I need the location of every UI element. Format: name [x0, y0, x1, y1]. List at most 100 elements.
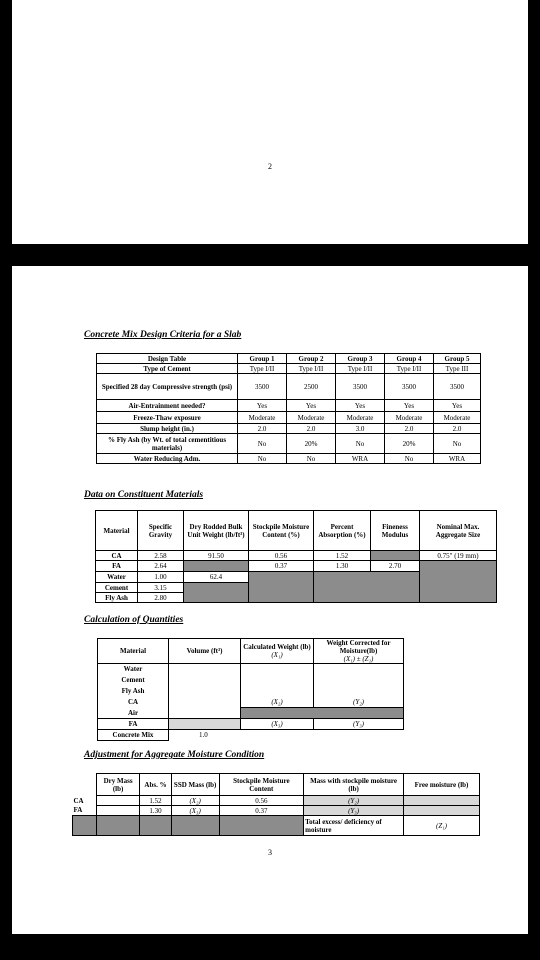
cell: 2.70 [370, 560, 420, 572]
cell: 1.30 [139, 805, 172, 816]
header-stockpile-moisture: Stockpile Moisture Content [218, 773, 305, 796]
cell: 62.4 [183, 571, 249, 583]
shaded-cell [402, 795, 481, 806]
material-fa: FA [95, 560, 138, 572]
cell: Type I/II [335, 363, 385, 374]
fa-corrected: (Y₃) [313, 718, 404, 730]
material-fa: FA [97, 718, 169, 730]
empty-cell [241, 730, 314, 741]
header-bulk-weight: Dry Rodded Bulk Unit Weight (lb/ft³) [183, 510, 249, 551]
cell [240, 663, 314, 675]
ca-corrected: (Y₂) [313, 696, 404, 708]
header-dry-mass: Dry Mass (lb) [95, 773, 141, 796]
total-label: Total excess/ deficiency of moisture [303, 815, 404, 836]
quantities-title: Calculation of Quantities [84, 615, 184, 625]
header-volume: Volume (ft³) [168, 638, 241, 664]
cell: 3.0 [335, 423, 385, 434]
material-cement: Cement [97, 674, 169, 686]
header-material: Material [97, 638, 169, 664]
shaded-cell [370, 550, 420, 561]
cell: 20% [286, 433, 336, 454]
cell: No [433, 433, 481, 454]
page-2: Concrete Mix Design Criteria for a Slab … [12, 266, 528, 934]
row-label: Type of Cement [96, 363, 238, 374]
constituent-table: Material Specific Gravity Dry Rodded Bul… [95, 510, 497, 603]
cell: 2.0 [384, 423, 434, 434]
row-label-fa: FA [73, 806, 83, 815]
cell: Yes [335, 399, 385, 412]
header-free-moisture: Free moisture (lb) [402, 773, 481, 796]
cell: Moderate [286, 411, 336, 424]
cell: Moderate [335, 411, 385, 424]
material-water: Water [95, 571, 138, 583]
cell: 3500 [433, 373, 481, 400]
cell: 3500 [384, 373, 434, 400]
cell [240, 674, 314, 686]
header-material: Material [95, 510, 138, 551]
header-corrected-symbol: (X₁) ± (Z₁) [343, 655, 374, 663]
header-calculated-symbol: (X₁) [271, 651, 283, 659]
group-3-header: Group 3 [335, 353, 385, 364]
cell: WRA [335, 453, 385, 464]
cell: No [286, 453, 336, 464]
header-corrected-weight: Weight Corrected for Moisture(lb) (X₁) ±… [313, 638, 404, 664]
shaded-cell [168, 718, 241, 730]
volume-cell [168, 663, 241, 719]
cell: 2.64 [137, 560, 184, 572]
shaded-cell [402, 805, 481, 816]
corner-cell [73, 774, 97, 796]
cell: Yes [384, 399, 434, 412]
cell: Type I/II [384, 363, 434, 374]
cell: 20% [384, 433, 434, 454]
cell: 91.50 [183, 550, 249, 561]
cell: (Y₃) [303, 805, 404, 816]
cell: 0.37 [218, 805, 305, 816]
cell: 2500 [286, 373, 336, 400]
group-5-header: Group 5 [433, 353, 481, 364]
cell [95, 805, 141, 816]
adjustment-title: Adjustment for Aggregate Moisture Condit… [84, 750, 265, 760]
row-label: Water Reducing Adm. [96, 453, 238, 464]
cell: 1.52 [139, 795, 172, 806]
cell: No [335, 433, 385, 454]
quantities-table: Material Volume (ft³) Calculated Weight … [97, 638, 404, 741]
cell: Type III [433, 363, 481, 374]
fa-calculated: (X₃) [240, 718, 314, 730]
cell: 3500 [237, 373, 287, 400]
row-label: Air-Entrainment needed? [96, 399, 238, 412]
cell [313, 685, 404, 697]
cell: 3500 [335, 373, 385, 400]
shaded-cell [419, 560, 497, 603]
cell: WRA [433, 453, 481, 464]
header-mass-with-moisture: Mass with stockpile moisture (lb) [303, 773, 404, 796]
shaded-cell [218, 815, 305, 836]
material-cement: Cement [95, 582, 138, 593]
shaded-cell [183, 582, 249, 603]
row-label: Specified 28 day Compressive strength (p… [96, 373, 238, 400]
header-moisture: Stockpile Moisture Content (%) [248, 510, 314, 551]
cell: Yes [433, 399, 481, 412]
cell: 0.56 [248, 550, 314, 561]
material-ca: CA [95, 550, 138, 561]
page-number: 2 [268, 162, 272, 171]
cell: 1.00 [137, 571, 184, 583]
material-fly-ash: Fly Ash [95, 592, 138, 603]
group-1-header: Group 1 [237, 353, 287, 364]
ca-calculated: (X₂) [240, 696, 314, 708]
constituent-title: Data on Constituent Materials [84, 490, 204, 500]
mix-volume: 1.0 [168, 729, 241, 741]
cell: (Y₂) [303, 795, 404, 806]
cell: 0.75" (19 mm) [419, 550, 497, 561]
cell: 0.56 [218, 795, 305, 806]
material-fly-ash: Fly Ash [97, 685, 169, 697]
cell [313, 663, 404, 675]
header-agg-size: Nominal Max. Aggregate Size [419, 510, 497, 551]
cell: Moderate [237, 411, 287, 424]
shaded-cell [95, 815, 141, 836]
cell: Type I/II [237, 363, 287, 374]
cell: No [237, 453, 287, 464]
shaded-cell [240, 707, 404, 719]
shaded-cell [183, 560, 249, 572]
material-ca: CA [97, 696, 169, 708]
row-label-ca: CA [73, 796, 84, 805]
